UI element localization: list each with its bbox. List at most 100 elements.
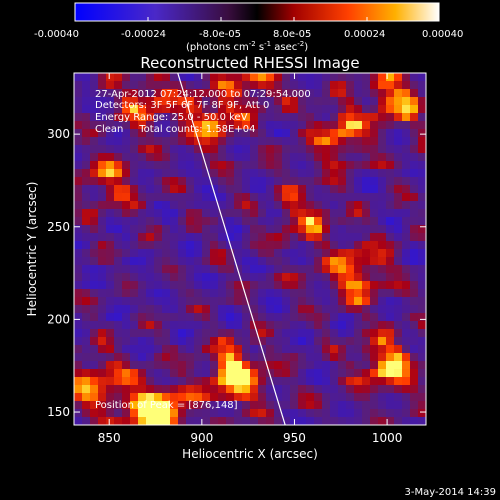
heatmap-cell — [234, 225, 243, 234]
heatmap-cell — [130, 273, 139, 282]
heatmap-cell — [194, 401, 203, 410]
heatmap-cell — [122, 105, 131, 114]
heatmap-cell — [170, 153, 179, 162]
heatmap-cell — [162, 361, 171, 370]
heatmap-cell — [218, 201, 227, 210]
heatmap-cell — [402, 361, 411, 370]
heatmap-cell — [74, 385, 83, 394]
heatmap-cell — [170, 241, 179, 250]
heatmap-cell — [290, 185, 299, 194]
heatmap-cell — [418, 153, 426, 162]
heatmap-cell — [378, 401, 387, 410]
heatmap-cell — [354, 121, 363, 130]
heatmap-cell — [258, 409, 267, 418]
heatmap-cell — [266, 129, 275, 138]
heatmap-cell — [82, 241, 91, 250]
heatmap-cell — [194, 257, 203, 266]
heatmap-cell — [114, 361, 123, 370]
heatmap-cell — [298, 377, 307, 386]
heatmap-cell — [186, 73, 195, 82]
heatmap-cell — [146, 177, 155, 186]
heatmap-cell — [386, 273, 395, 282]
heatmap-cell — [362, 273, 371, 282]
heatmap-cell — [410, 337, 419, 346]
heatmap-cell — [338, 193, 347, 202]
heatmap-cell — [418, 89, 426, 98]
heatmap-cell — [266, 361, 275, 370]
heatmap-cell — [90, 369, 99, 378]
heatmap-cell — [242, 337, 251, 346]
heatmap-cell — [386, 353, 395, 362]
heatmap-cell — [394, 377, 403, 386]
heatmap-cell — [154, 137, 163, 146]
heatmap-cell — [378, 153, 387, 162]
heatmap-cell — [90, 153, 99, 162]
heatmap-cell — [378, 89, 387, 98]
heatmap-cell — [306, 257, 315, 266]
heatmap-cell — [162, 393, 171, 402]
heatmap-cell — [162, 265, 171, 274]
heatmap-cell — [130, 313, 139, 322]
heatmap-cell — [354, 257, 363, 266]
heatmap-cell — [346, 281, 355, 290]
heatmap-cell — [410, 417, 419, 425]
heatmap-cell — [386, 249, 395, 258]
heatmap-cell — [170, 193, 179, 202]
heatmap-cell — [346, 297, 355, 306]
heatmap-cell — [130, 289, 139, 298]
heatmap-cell — [258, 353, 267, 362]
heatmap-cell — [122, 209, 131, 218]
heatmap-cell — [362, 169, 371, 178]
heatmap-cell — [274, 385, 283, 394]
heatmap-cell — [178, 409, 187, 418]
heatmap-cell — [266, 401, 275, 410]
heatmap-cell — [82, 137, 91, 146]
heatmap-cell — [322, 129, 331, 138]
heatmap-cell — [314, 241, 323, 250]
heatmap-cell — [274, 201, 283, 210]
heatmap-cell — [282, 169, 291, 178]
heatmap-cell — [234, 321, 243, 330]
heatmap-cell — [314, 409, 323, 418]
heatmap-cell — [146, 329, 155, 338]
heatmap-cell — [410, 401, 419, 410]
heatmap-cell — [154, 241, 163, 250]
heatmap-cell — [178, 345, 187, 354]
heatmap-cell — [378, 337, 387, 346]
heatmap-cell — [186, 337, 195, 346]
heatmap-cell — [146, 345, 155, 354]
heatmap-cell — [146, 225, 155, 234]
heatmap-cell — [418, 265, 426, 274]
heatmap-cell — [266, 329, 275, 338]
heatmap-cell — [146, 409, 155, 418]
heatmap-cell — [314, 321, 323, 330]
heatmap-cell — [378, 233, 387, 242]
heatmap-cell — [234, 401, 243, 410]
heatmap-cell — [210, 345, 219, 354]
heatmap-cell — [266, 337, 275, 346]
heatmap-cell — [210, 257, 219, 266]
heatmap-cell — [114, 241, 123, 250]
heatmap-cell — [386, 121, 395, 130]
heatmap-cell — [298, 369, 307, 378]
heatmap-cell — [370, 105, 379, 114]
heatmap-cell — [154, 89, 163, 98]
heatmap-cell — [226, 169, 235, 178]
heatmap-cell — [394, 369, 403, 378]
heatmap-cell — [258, 161, 267, 170]
heatmap-cell — [122, 377, 131, 386]
heatmap-cell — [178, 313, 187, 322]
heatmap-cell — [394, 145, 403, 154]
heatmap-cell — [402, 417, 411, 425]
heatmap-cell — [202, 225, 211, 234]
heatmap-cell — [186, 97, 195, 106]
heatmap-cell — [402, 313, 411, 322]
heatmap-cell — [114, 177, 123, 186]
heatmap-cell — [82, 217, 91, 226]
heatmap-cell — [370, 369, 379, 378]
heatmap-cell — [378, 297, 387, 306]
heatmap-cell — [122, 385, 131, 394]
heatmap-cell — [362, 201, 371, 210]
heatmap-cell — [274, 225, 283, 234]
chart-title: Reconstructed RHESSI Image — [140, 54, 359, 72]
